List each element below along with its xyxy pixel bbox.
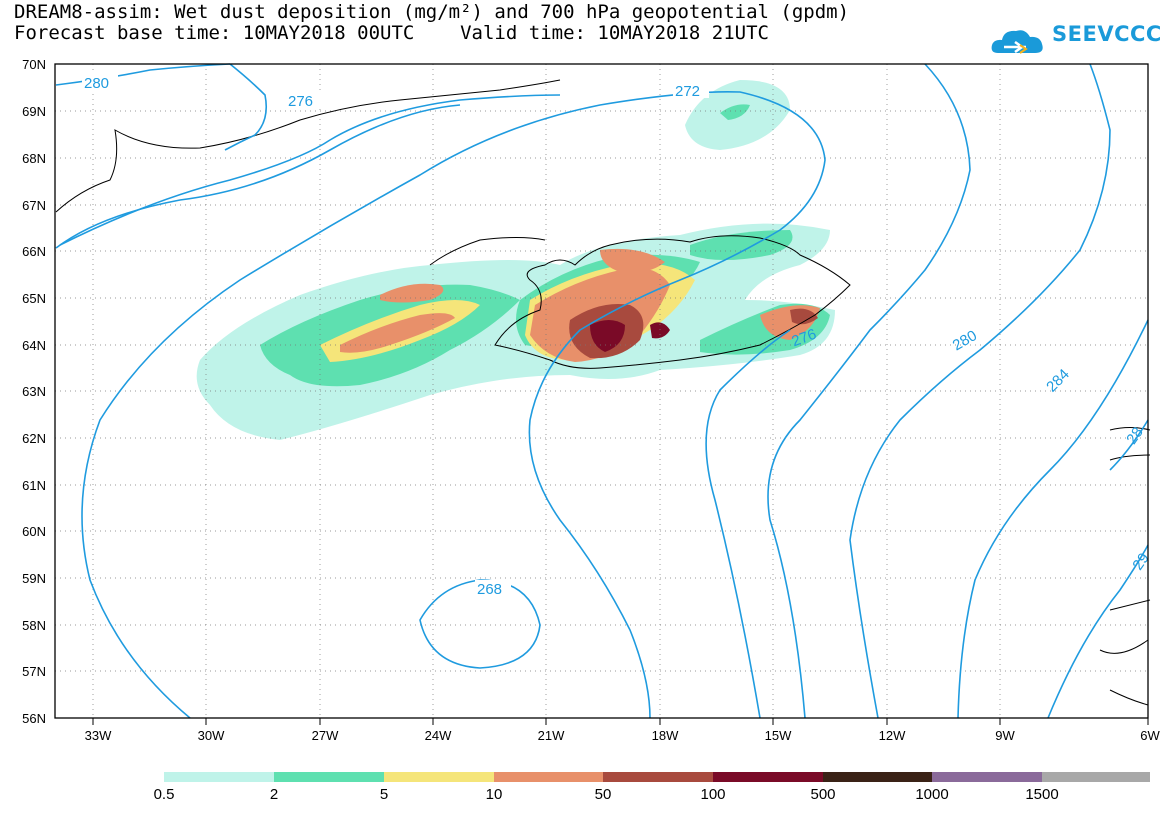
legend-swatch (384, 772, 494, 782)
lon-label-33w: 33W (84, 728, 112, 743)
dust-shading (196, 80, 835, 440)
lat-label-56n: 56N (22, 711, 46, 726)
legend-swatch (1042, 772, 1150, 782)
legend-label-500: 500 (810, 786, 836, 803)
coastlines (55, 79, 1151, 706)
legend-label-2: 2 (269, 786, 279, 803)
legend-swatch (713, 772, 823, 782)
lat-label-69n: 69N (22, 104, 46, 119)
legend-swatch (603, 772, 713, 782)
lat-label-58n: 58N (22, 618, 46, 633)
chart-title: DREAM8-assim: Wet dust deposition (mg/m²… (14, 1, 850, 23)
legend-swatch (164, 772, 274, 782)
contour-label-28: 28 (1123, 424, 1146, 447)
lon-label-9w: 9W (995, 728, 1015, 743)
legend-label-5: 5 (379, 786, 389, 803)
contour-labels: 280 276 272 268 276 280 284 28 29 (82, 74, 1153, 598)
contour-label-280-nw: 280 (84, 75, 109, 92)
lon-label-24w: 24W (424, 728, 452, 743)
lat-label-67n: 67N (22, 198, 46, 213)
lat-label-66n: 66N (22, 244, 46, 259)
legend-swatch (274, 772, 384, 782)
contour-label-280-east: 280 (950, 327, 980, 354)
lon-label-12w: 12W (878, 728, 906, 743)
lon-label-15w: 15W (764, 728, 792, 743)
legend-swatch (823, 772, 932, 782)
legend-label-1500: 1500 (1025, 786, 1059, 803)
lat-label-68n: 68N (22, 151, 46, 166)
contour-label-276-north: 276 (288, 93, 313, 110)
contour-label-268: 268 (477, 581, 502, 598)
axis-ticks (92, 718, 1149, 725)
lat-label-61n: 61N (22, 478, 46, 493)
legend-label-100: 100 (700, 786, 726, 803)
legend-label-1000: 1000 (915, 786, 949, 803)
cloud-icon (991, 30, 1043, 54)
legend-swatch (932, 772, 1042, 782)
legend-label-50: 50 (594, 786, 612, 803)
geopotential-contours (55, 63, 1149, 719)
lon-label-21w: 21W (537, 728, 565, 743)
lat-label-70n: 70N (22, 57, 46, 72)
logo-text: SEEVCCC (1052, 22, 1162, 46)
lon-label-6w: 6W (1140, 728, 1160, 743)
contour-label-284: 284 (1043, 366, 1073, 396)
legend-label-0-5: 0.5 (153, 786, 175, 803)
lat-label-64n: 64N (22, 338, 46, 353)
legend-label-10: 10 (485, 786, 503, 803)
contour-label-29: 29 (1129, 550, 1152, 573)
lat-label-62n: 62N (22, 431, 46, 446)
lon-label-18w: 18W (651, 728, 679, 743)
contour-label-272: 272 (675, 83, 700, 100)
map-frame (54, 63, 1149, 719)
lat-label-65n: 65N (22, 291, 46, 306)
lat-label-59n: 59N (22, 571, 46, 586)
lon-label-30w: 30W (197, 728, 225, 743)
lat-label-63n: 63N (22, 384, 46, 399)
legend-swatch (494, 772, 603, 782)
lat-label-60n: 60N (22, 524, 46, 539)
lon-label-27w: 27W (311, 728, 339, 743)
lat-label-57n: 57N (22, 664, 46, 679)
chart-subtitle: Forecast base time: 10MAY2018 00UTC Vali… (14, 22, 769, 44)
